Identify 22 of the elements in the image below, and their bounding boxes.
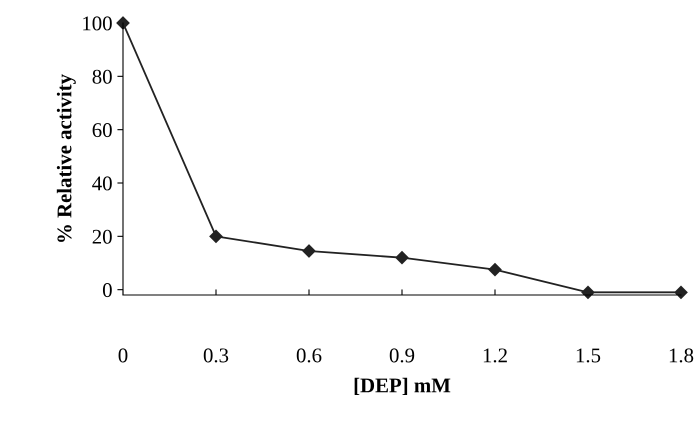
x-axis-title: [DEP] mM [354, 378, 450, 396]
y-tick-label: 40 [92, 176, 112, 190]
y-tick-label: 0 [102, 283, 112, 298]
x-tick-label: 1.8 [670, 348, 694, 363]
point [209, 230, 223, 243]
point [302, 244, 316, 258]
x-tick-label: 0.6 [296, 348, 322, 363]
y-tick-label: 20 [92, 230, 112, 244]
point [674, 286, 688, 299]
x-tick-label: 0 [118, 348, 128, 362]
point [116, 16, 130, 30]
x-tick-label: 1.2 [484, 348, 507, 363]
y-axis-title: % Relative activity [56, 74, 76, 242]
point [581, 286, 595, 299]
point [395, 251, 409, 264]
x-tick-label: 0.9 [390, 348, 414, 363]
point [488, 263, 502, 276]
y-tick-label: 100 [83, 16, 112, 30]
y-tick-label: 60 [92, 123, 112, 138]
x-tick-label: 1.5 [576, 348, 600, 363]
x-tick-label: 0.3 [204, 348, 228, 363]
y-tick-label: 80 [92, 70, 112, 84]
